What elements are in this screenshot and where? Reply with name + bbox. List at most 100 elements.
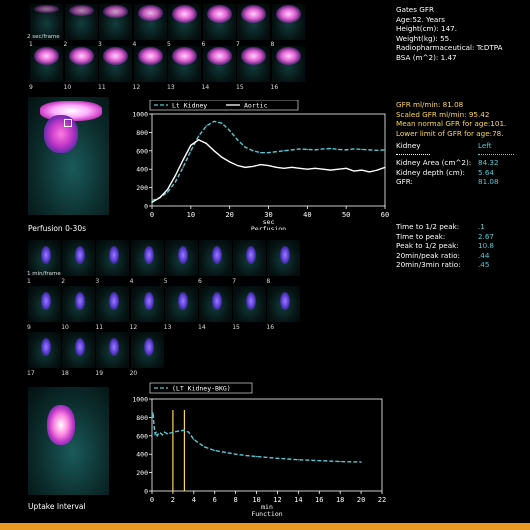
divider (478, 154, 514, 155)
perfusion-frame (133, 46, 167, 82)
data-point (244, 166, 246, 168)
data-point (221, 122, 223, 124)
frame-hotspot (103, 5, 128, 19)
function-frame (96, 332, 130, 368)
function-frame-rate-label: 1 min/frame (27, 271, 61, 277)
perfusion-chart: 010203040506002004006008001000counts/sec… (120, 99, 389, 233)
data-point (245, 454, 247, 457)
x-tick-label: 22 (378, 496, 386, 504)
frame-number: 9 (29, 84, 33, 91)
function-frame (199, 286, 232, 322)
data-point (163, 431, 166, 433)
frame-hotspot (172, 47, 197, 65)
frame-hotspot (241, 47, 266, 65)
patient-info-line: BSA (m^2): 1.47 (396, 53, 457, 62)
x-tick-label: 0 (150, 496, 154, 504)
frame-number: 12 (129, 324, 138, 331)
frame-number: 11 (95, 324, 104, 331)
function-frame (130, 286, 164, 322)
data-point (177, 430, 179, 432)
frame-number: 11 (98, 84, 106, 91)
frame-kidney (177, 292, 188, 310)
timing-row-label: Time to 1/2 peak: (396, 222, 460, 231)
uptake-image (28, 387, 109, 495)
x-axis-label: min (261, 503, 273, 511)
timing-row-value: 10.8 (478, 241, 495, 251)
function-frame (199, 240, 232, 276)
data-point (157, 433, 159, 435)
data-point (221, 156, 223, 158)
data-point (198, 139, 200, 141)
data-point (174, 175, 176, 177)
frame-number: 2 (61, 278, 66, 285)
perfusion-frame (99, 4, 132, 40)
data-point (376, 169, 378, 171)
perfusion-frame (168, 46, 201, 82)
data-point (353, 148, 355, 150)
x-axis-label: sec (263, 218, 275, 226)
frame-number: 7 (232, 278, 237, 285)
frame-number: 19 (95, 370, 104, 377)
data-point (260, 164, 262, 166)
timing-row-value: 2.67 (478, 231, 495, 241)
frame-number: 16 (266, 324, 275, 331)
x-tick-label: 16 (315, 496, 323, 504)
data-point (214, 449, 216, 452)
data-point (384, 166, 386, 168)
x-tick-label: 12 (273, 496, 281, 504)
function-frame (96, 286, 130, 322)
data-point (166, 188, 169, 191)
frame-number: 20 (129, 370, 138, 377)
frame-hotspot (206, 47, 232, 65)
frame-hotspot (241, 5, 266, 23)
frame-kidney (212, 246, 222, 264)
data-point (283, 150, 285, 152)
frame-number: 5 (167, 41, 171, 48)
roi-marker (64, 119, 72, 127)
kidney-row-value: 81.08 (478, 177, 499, 187)
data-point (337, 148, 339, 151)
timing-row-value: .1 (478, 222, 485, 231)
function-frame (62, 286, 96, 322)
frame-number: 15 (236, 84, 244, 91)
perfusion-frame (237, 4, 270, 40)
data-point (161, 434, 164, 436)
frame-hotspot (34, 5, 59, 14)
frame-hotspot (137, 47, 163, 65)
data-point (151, 199, 153, 202)
perfusion-frame (237, 46, 270, 82)
data-point (213, 150, 215, 152)
data-point (255, 455, 258, 458)
patient-info-line: Radiopharmaceutical: TcDTPA (396, 43, 503, 53)
x-tick-label: 50 (342, 211, 350, 219)
frame-kidney (109, 292, 120, 310)
data-point (151, 201, 153, 203)
data-point (159, 432, 161, 434)
x-tick-label: 0 (150, 211, 154, 219)
data-point (345, 167, 347, 169)
frame-number: 4 (129, 278, 134, 285)
data-point (224, 451, 226, 453)
kidney-row-label: Kidney depth (cm): (396, 167, 465, 177)
legend-box (149, 99, 299, 111)
frame-hotspot (275, 5, 301, 23)
x-tick-label: 40 (303, 211, 311, 219)
frame-number: 6 (201, 41, 206, 48)
divider (396, 154, 430, 155)
frame-number: 1 (29, 41, 33, 48)
data-point (275, 151, 277, 153)
x-tick-label: 8 (234, 496, 238, 504)
frame-hotspot (172, 5, 197, 23)
frame-number: 6 (198, 278, 202, 285)
x-tick-label: 18 (336, 496, 344, 504)
frame-kidney (143, 246, 154, 264)
frame-number: 7 (236, 41, 240, 48)
legend-label: Lt Kidney (172, 102, 207, 110)
data-point (361, 169, 363, 171)
x-tick-label: 2 (171, 496, 175, 504)
frame-kidney (143, 338, 154, 356)
data-point (236, 164, 239, 167)
data-point (384, 149, 386, 151)
data-point (182, 159, 184, 161)
legend-label: Aortic (244, 102, 268, 110)
